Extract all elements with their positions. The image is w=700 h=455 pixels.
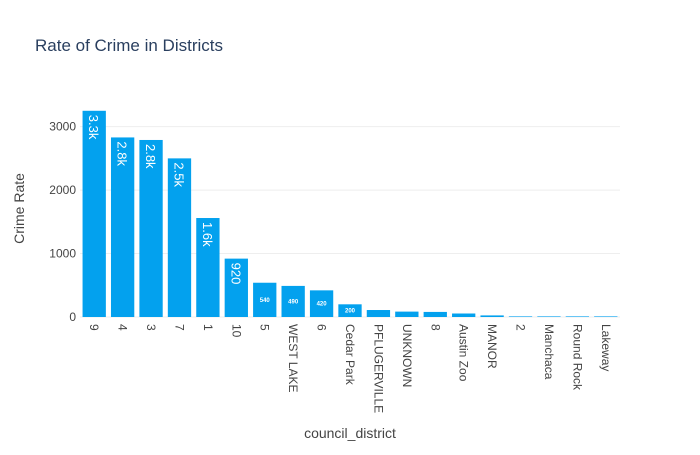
x-tick-group: WEST LAKE — [286, 324, 300, 392]
bar-data-label: 540 — [260, 298, 271, 304]
x-tick-group: Austin Zoo — [457, 324, 471, 382]
bar — [395, 311, 419, 317]
bar — [82, 110, 106, 317]
bar — [167, 158, 192, 317]
x-tick-label: PFLUGERVILLE — [371, 324, 385, 413]
x-tick-group: 10 — [229, 324, 243, 338]
x-tick-group: 4 — [116, 324, 130, 331]
x-axis-ticks: 9 4 3 7 1 10 5 WEST LAKE 6 Cedar Park PFLUGERVILLE… — [87, 324, 613, 413]
bar — [423, 311, 447, 317]
x-tick-group: Cedar Park — [343, 324, 357, 386]
y-axis-ticks: 0 1000 2000 3000 — [49, 120, 76, 324]
x-tick-label: 1 — [201, 324, 215, 331]
x-tick-label: 2 — [514, 324, 528, 331]
x-tick-label: Round Rock — [570, 324, 584, 391]
y-tick-label: 1000 — [49, 247, 76, 261]
x-tick-label: Cedar Park — [343, 324, 357, 386]
x-tick-group: 3 — [144, 324, 158, 331]
bar-label-group: 2.5k — [171, 162, 186, 187]
bar — [537, 316, 561, 317]
bar-data-label: 200 — [345, 309, 356, 315]
bar-label-group: 200 — [345, 309, 356, 315]
x-tick-group: 7 — [172, 324, 186, 331]
bar-label-group: 920 — [228, 263, 243, 285]
x-tick-group: Manchaca — [542, 324, 556, 380]
bar-data-labels: 3.3k 2.8k 2.8k 2.5k 1.6k 920 540 490 420 200 — [86, 115, 355, 315]
bar — [196, 218, 220, 317]
chart-title: Rate of Crime in Districts — [35, 36, 223, 55]
y-tick-label: 3000 — [49, 120, 76, 134]
bar-data-label: 3.3k — [86, 115, 101, 140]
bar — [480, 315, 504, 317]
bar — [338, 304, 362, 317]
bar-label-group: 1.6k — [200, 222, 215, 247]
x-tick-label: Lakeway — [599, 324, 613, 371]
bar — [139, 139, 163, 317]
x-tick-group: UNKNOWN — [400, 324, 414, 387]
x-tick-group: Lakeway — [599, 324, 613, 371]
x-tick-label: 9 — [87, 324, 101, 331]
bar-data-label: 2.8k — [115, 141, 130, 166]
x-tick-group: 2 — [514, 324, 528, 331]
bar — [565, 316, 590, 317]
x-tick-label: 6 — [315, 324, 329, 331]
bar — [366, 310, 391, 317]
bar-data-label: 1.6k — [200, 222, 215, 247]
y-tick-label: 0 — [69, 310, 76, 324]
x-tick-label: 3 — [144, 324, 158, 331]
bar-data-label: 490 — [288, 299, 299, 305]
x-tick-label: 4 — [116, 324, 130, 331]
x-tick-label: Manchaca — [542, 324, 556, 380]
bar — [224, 258, 248, 317]
x-tick-label: Austin Zoo — [457, 324, 471, 382]
x-tick-group: MANOR — [485, 324, 499, 369]
bar-label-group: 2.8k — [115, 141, 130, 166]
bar — [110, 137, 135, 317]
y-axis-title: Crime Rate — [11, 173, 27, 244]
x-tick-label: UNKNOWN — [400, 324, 414, 387]
x-tick-group: Round Rock — [570, 324, 584, 391]
bar — [452, 313, 476, 317]
x-tick-group: PFLUGERVILLE — [371, 324, 385, 413]
bar-data-label: 920 — [228, 263, 243, 285]
x-tick-label: 8 — [428, 324, 442, 331]
bar — [594, 316, 618, 317]
bar-data-label: 2.5k — [171, 162, 186, 187]
bar-label-group: 3.3k — [86, 115, 101, 140]
x-axis-title: council_district — [304, 425, 396, 441]
x-tick-group: 5 — [258, 324, 272, 331]
bar-label-group: 540 — [260, 298, 271, 304]
x-tick-label: MANOR — [485, 324, 499, 369]
bar-data-label: 2.8k — [143, 144, 158, 169]
bar-data-label: 420 — [317, 302, 328, 308]
x-tick-group: 9 — [87, 324, 101, 331]
x-tick-group: 8 — [428, 324, 442, 331]
x-tick-label: 10 — [229, 324, 243, 338]
bar — [281, 285, 305, 317]
x-tick-group: 6 — [315, 324, 329, 331]
x-tick-group: 1 — [201, 324, 215, 331]
bar — [309, 290, 334, 317]
x-tick-label: WEST LAKE — [286, 324, 300, 392]
bars — [82, 110, 618, 317]
bar — [253, 282, 277, 317]
x-tick-label: 7 — [172, 324, 186, 331]
x-tick-label: 5 — [258, 324, 272, 331]
y-tick-label: 2000 — [49, 183, 76, 197]
bar — [508, 316, 533, 317]
bar-label-group: 490 — [288, 299, 299, 305]
bar-label-group: 420 — [317, 302, 328, 308]
bar-label-group: 2.8k — [143, 144, 158, 169]
